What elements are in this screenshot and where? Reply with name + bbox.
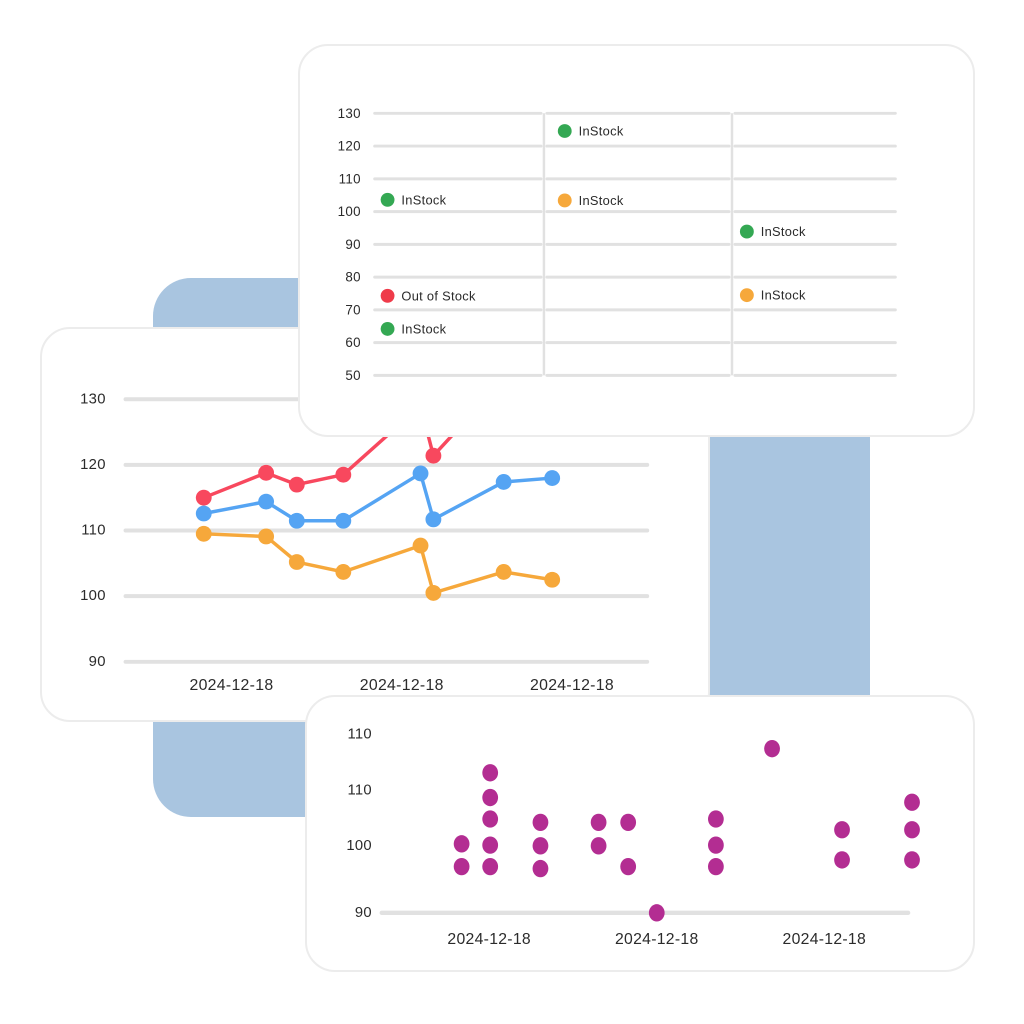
status-point-dot	[380, 192, 395, 207]
series-blue-point	[335, 512, 352, 529]
status-point-dot	[557, 193, 572, 208]
scatter-point	[482, 836, 499, 854]
status-point-label: InStock	[401, 321, 446, 336]
status-point-dot	[739, 224, 754, 239]
status-point-label: InStock	[579, 193, 624, 208]
scatter-point	[834, 821, 850, 839]
series-blue-point	[544, 470, 561, 486]
series-orange-point	[412, 537, 429, 554]
scatter-chart-card: 110 110 100 90 2024-12-18 2024-12-18 2024-12-1…	[305, 695, 975, 972]
scatter-point	[904, 793, 920, 811]
series-blue-point	[288, 512, 305, 529]
scatter-point	[648, 904, 665, 922]
series-blue-point	[495, 474, 512, 490]
series-red-point	[425, 447, 442, 464]
y-tick-label: 110	[339, 171, 361, 186]
y-tick-label: 100	[346, 838, 372, 854]
scatter-point	[532, 813, 549, 832]
status-point-dot	[739, 288, 754, 303]
scatter-point	[482, 810, 499, 828]
y-tick-label: 110	[347, 726, 371, 742]
scatter-point	[764, 739, 780, 758]
scatter-point	[482, 857, 499, 876]
y-tick-label: 70	[345, 302, 360, 317]
x-tick-label: 2024-12-18	[615, 931, 699, 948]
scatter-point	[590, 813, 607, 832]
series-orange-point	[258, 528, 275, 545]
x-tick-label: 2024-12-18	[783, 931, 867, 948]
y-tick-label: 120	[80, 457, 106, 473]
series-blue-point	[412, 465, 429, 482]
scatter-point	[453, 835, 470, 853]
y-tick-label: 60	[345, 335, 360, 350]
y-tick-label: 90	[345, 237, 360, 252]
series-red-point	[195, 489, 212, 506]
scatter-point	[620, 813, 637, 832]
scatter-point	[708, 857, 724, 876]
series-blue-point	[258, 493, 275, 510]
y-tick-label: 50	[345, 368, 360, 383]
series-blue-point	[195, 505, 212, 522]
y-tick-label: 130	[338, 106, 361, 121]
series-blue-point	[425, 511, 442, 528]
scatter-point	[482, 764, 499, 782]
series-red-point	[258, 464, 275, 481]
y-tick-label: 120	[338, 139, 361, 154]
scatter-point	[590, 837, 607, 855]
scatter-chart: 110 110 100 90 2024-12-18 2024-12-18 2024-12-1…	[346, 726, 920, 948]
scatter-point	[904, 821, 920, 839]
series-orange-point	[195, 525, 212, 542]
scatter-point	[532, 859, 549, 878]
status-grid-chart: 130 120 110 100 90 80 70 60 50 InStock InStock InSt…	[338, 106, 897, 383]
scatter-point	[620, 857, 637, 876]
series-red-point	[288, 476, 305, 493]
status-point-dot	[380, 321, 395, 336]
y-tick-label: 110	[81, 523, 106, 539]
status-point-label: InStock	[401, 192, 446, 207]
status-point-label: InStock	[761, 224, 806, 239]
series-orange-point	[335, 563, 352, 580]
status-point-dot	[380, 288, 395, 303]
y-tick-label: 80	[345, 270, 360, 285]
x-tick-label: 2024-12-18	[530, 677, 614, 694]
series-orange-point	[544, 571, 561, 588]
series-orange-point	[495, 563, 512, 580]
x-tick-label: 2024-12-18	[360, 677, 444, 694]
y-tick-label: 90	[355, 905, 372, 921]
line-chart: 130 120 110 100 90 2024-12-18 2024-12-18 2024-1…	[80, 365, 650, 694]
series-orange-point	[288, 554, 305, 570]
y-tick-label: 100	[80, 588, 106, 604]
scatter-point	[532, 837, 549, 855]
series-red-point	[335, 466, 352, 483]
scatter-point	[482, 788, 499, 807]
status-chart-card: 130 120 110 100 90 80 70 60 50 InStock InStock InSt…	[298, 44, 975, 437]
series-orange-point	[425, 584, 442, 601]
y-tick-label: 100	[338, 204, 361, 219]
x-tick-label: 2024-12-18	[447, 931, 531, 948]
status-point-dot	[557, 124, 572, 138]
series-orange-line	[202, 532, 554, 595]
y-tick-label: 130	[80, 391, 106, 407]
x-tick-label: 2024-12-18	[189, 677, 273, 694]
scatter-point	[708, 836, 724, 854]
status-point-label: InStock	[761, 288, 806, 303]
y-tick-label: 90	[89, 654, 106, 670]
scatter-point	[453, 857, 470, 876]
y-tick-label: 110	[347, 783, 371, 799]
status-point-label: Out of Stock	[401, 288, 476, 303]
scatter-point	[904, 851, 920, 869]
status-point-label: InStock	[579, 123, 624, 138]
scatter-point	[708, 810, 724, 828]
scatter-point	[834, 851, 850, 869]
